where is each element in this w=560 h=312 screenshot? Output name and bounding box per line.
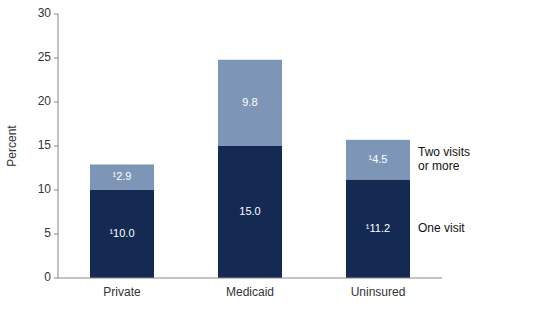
data-label: 9.8 bbox=[242, 96, 257, 108]
y-axis-label: Percent bbox=[5, 125, 19, 167]
y-tick bbox=[54, 190, 58, 191]
bar-segment bbox=[346, 140, 410, 180]
bar-segment bbox=[90, 190, 154, 278]
legend-entry: Two visitsor more bbox=[418, 145, 470, 173]
y-tick bbox=[54, 14, 58, 15]
data-label: ¹4.5 bbox=[369, 153, 388, 165]
chart-svg: 0 5 10 15 20 25 30 Private Medicaid Uninsured Perc… bbox=[0, 0, 560, 312]
data-label: ¹11.2 bbox=[366, 222, 390, 234]
y-tick bbox=[54, 234, 58, 235]
y-tick-label: 30 bbox=[38, 6, 52, 20]
y-tick-label: 15 bbox=[38, 138, 52, 152]
y-tick bbox=[54, 102, 58, 103]
data-label: 15.0 bbox=[239, 205, 260, 217]
y-tick bbox=[54, 58, 58, 59]
bar-segment bbox=[346, 179, 410, 278]
y-tick bbox=[54, 146, 58, 147]
data-label: ¹10.0 bbox=[109, 227, 134, 239]
data-label: ¹2.9 bbox=[113, 170, 132, 182]
bar-segment bbox=[90, 164, 154, 190]
y-tick-label: 20 bbox=[38, 94, 52, 108]
legend-entry: One visit bbox=[418, 221, 465, 235]
y-tick-label: 0 bbox=[44, 270, 51, 284]
y-tick bbox=[54, 278, 58, 279]
bar-segment bbox=[218, 146, 282, 278]
y-tick-label: 25 bbox=[38, 50, 52, 64]
legend-line: or more bbox=[418, 159, 460, 173]
x-axis-line bbox=[58, 278, 442, 279]
chart-container: 0 5 10 15 20 25 30 Private Medicaid Uninsured Perc… bbox=[0, 0, 560, 312]
x-tick-label: Medicaid bbox=[226, 285, 274, 299]
y-tick-label: 10 bbox=[38, 182, 52, 196]
bars bbox=[90, 60, 410, 278]
legend-line: Two visits bbox=[418, 145, 470, 159]
x-tick-label: Private bbox=[103, 285, 141, 299]
bar-segment bbox=[218, 60, 282, 146]
y-tick-label: 5 bbox=[44, 226, 51, 240]
x-tick-label: Uninsured bbox=[351, 285, 406, 299]
legend-line: One visit bbox=[418, 221, 465, 235]
